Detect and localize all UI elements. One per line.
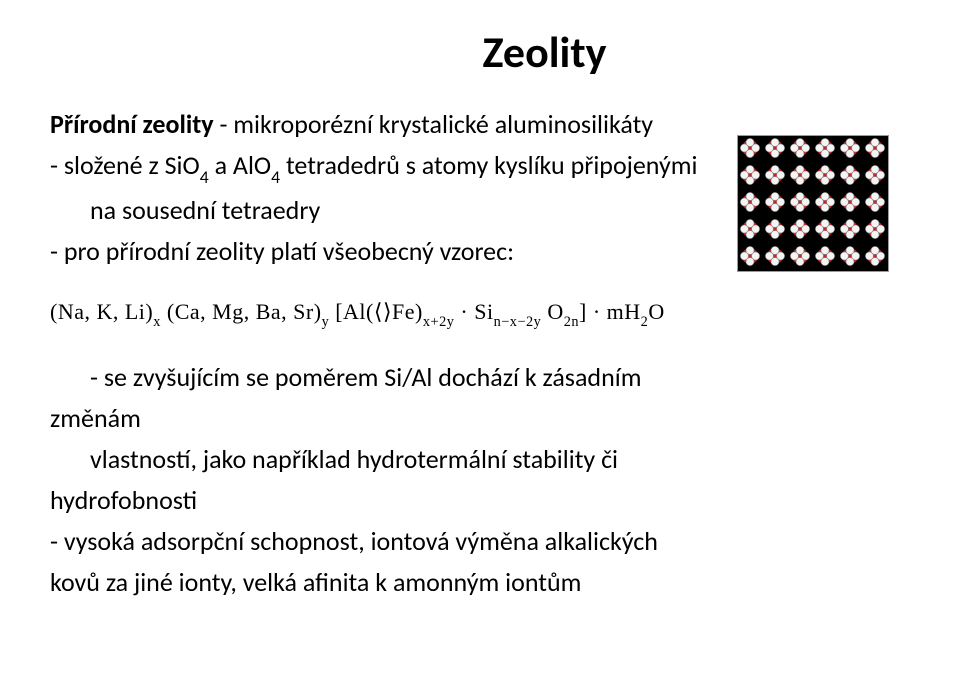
line-1-bold: Přírodní zeolity [50, 108, 214, 140]
chemical-formula: (Na, K, Li)x (Ca, Mg, Ba, Sr)y [Al(⟨⟩Fe)… [50, 299, 665, 329]
title-text: Zeolity [483, 25, 607, 79]
line-10: kovů za jiné ionty, velká afinita k amon… [50, 565, 890, 600]
molecule-image [737, 135, 889, 272]
slide-title: Zeolity [180, 25, 909, 79]
line-7: vlastností, jako například hydrotermální… [90, 442, 890, 477]
formula-row: (Na, K, Li)x (Ca, Mg, Ba, Sr)y [Al(⟨⟩Fe)… [50, 299, 890, 329]
line-8: hydrofobnosti [50, 483, 890, 518]
line-1-rest: - mikroporézní krystalické aluminosiliká… [214, 108, 654, 140]
line-6: změnám [50, 401, 890, 436]
line-2-sub1: 4 [200, 166, 209, 188]
molecule-svg [738, 136, 888, 271]
line-2b: a AlO [209, 149, 271, 181]
line-9: - vysoká adsorpční schopnost, iontová vý… [50, 524, 890, 559]
line-2-sub2: 4 [271, 166, 280, 188]
line-5: - se zvyšujícím se poměrem Si/Al dochází… [90, 360, 890, 395]
line-2c: tetradedrů s atomy kyslíku připojenými [280, 149, 697, 181]
line-2a: - složené z SiO [50, 149, 200, 181]
